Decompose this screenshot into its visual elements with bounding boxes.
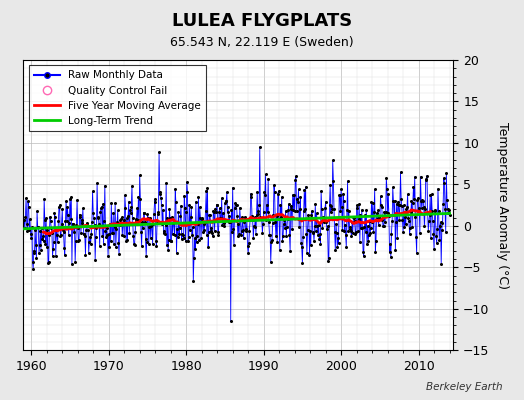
Text: Berkeley Earth: Berkeley Earth <box>427 382 503 392</box>
Y-axis label: Temperature Anomaly (°C): Temperature Anomaly (°C) <box>496 122 509 289</box>
Legend: Raw Monthly Data, Quality Control Fail, Five Year Moving Average, Long-Term Tren: Raw Monthly Data, Quality Control Fail, … <box>29 65 206 131</box>
Text: LULEA FLYGPLATS: LULEA FLYGPLATS <box>172 12 352 30</box>
Text: 65.543 N, 22.119 E (Sweden): 65.543 N, 22.119 E (Sweden) <box>170 36 354 49</box>
